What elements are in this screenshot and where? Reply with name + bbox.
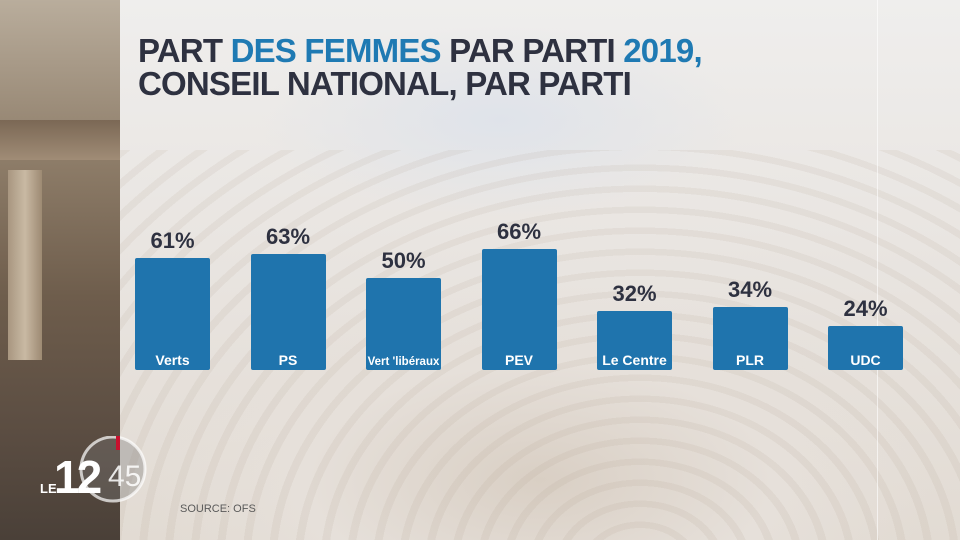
bar-0: Verts <box>135 257 210 370</box>
category-label: Vert 'libéraux <box>367 356 440 368</box>
title-highlight: DES FEMMES <box>230 32 442 69</box>
category-label: PEV <box>504 351 533 368</box>
svg-text:12: 12 <box>54 451 101 503</box>
value-label: 32% <box>612 281 657 307</box>
category-label: PLR <box>736 351 764 368</box>
bar-5: PLR <box>712 307 788 370</box>
divider-line <box>877 0 878 540</box>
title-part: PAR PARTI <box>440 32 624 69</box>
value-label: 34% <box>727 277 773 303</box>
title-year: 2019, <box>623 32 702 69</box>
category-label: UDC <box>850 351 881 368</box>
value-label: 24% <box>843 295 888 321</box>
category-label: PS <box>278 351 298 368</box>
value-label: 63% <box>265 224 311 250</box>
background-left-strip <box>0 0 120 540</box>
value-label: 66% <box>496 218 542 244</box>
value-label: 61% <box>150 227 195 253</box>
source-label: SOURCE: OFS <box>180 503 256 515</box>
svg-text:LE: LE <box>40 481 57 496</box>
bar-3: PEV <box>481 248 557 370</box>
le-1245-logo: LE 12 45 <box>40 436 147 503</box>
svg-text:45: 45 <box>108 460 141 493</box>
bar-4: Le Centre <box>597 311 672 370</box>
title-part: PART <box>138 32 231 69</box>
chart-title: PART DES FEMMES PAR PARTI 2019, CONSEIL … <box>138 32 703 102</box>
value-label: 50% <box>381 248 426 273</box>
bar-6: UDC <box>828 325 903 370</box>
title-line-2: CONSEIL NATIONAL, PAR PARTI <box>138 65 632 102</box>
category-label: Verts <box>155 351 190 368</box>
category-label: Le Centre <box>602 351 667 368</box>
bar-1: PS <box>250 254 326 370</box>
bar-2: Vert 'libéraux <box>366 278 441 370</box>
